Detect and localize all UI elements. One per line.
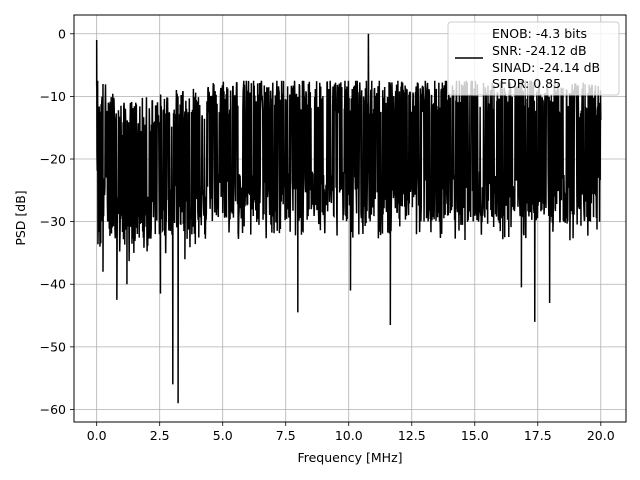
y-tick-label: −10 xyxy=(40,89,66,104)
axis-ticks: 0.0 2.5 5.0 7.5 10.0 12.5 15.0 17.5 20.0 0 −10 −20 −… xyxy=(40,26,615,443)
x-tick-label: 5.0 xyxy=(213,428,233,443)
legend: ENOB: -4.3 bits SNR: -24.12 dB SINAD: -2… xyxy=(447,21,620,96)
x-tick-label: 0.0 xyxy=(87,428,107,443)
x-tick-label: 15.0 xyxy=(461,428,489,443)
x-tick-label: 7.5 xyxy=(276,428,296,443)
x-axis-label: Frequency [MHz] xyxy=(297,450,402,465)
x-tick-label: 2.5 xyxy=(150,428,170,443)
y-tick-label: −60 xyxy=(40,402,66,417)
y-tick-label: −40 xyxy=(40,277,66,292)
x-tick-label: 10.0 xyxy=(335,428,363,443)
legend-box xyxy=(447,21,620,96)
x-tick-label: 12.5 xyxy=(398,428,426,443)
y-tick-label: −50 xyxy=(40,339,66,354)
y-tick-label: −30 xyxy=(40,214,66,229)
psd-series-line xyxy=(95,33,602,404)
y-tick-label: 0 xyxy=(58,26,66,41)
y-axis-label: PSD [dB] xyxy=(13,190,28,245)
legend-snr: SNR: -24.12 dB xyxy=(492,43,587,58)
plot-frame xyxy=(73,14,627,423)
legend-sinad: SINAD: -24.14 dB xyxy=(492,60,600,75)
x-tick-label: 20.0 xyxy=(587,428,615,443)
legend-sfdr: SFDR: 0.85 xyxy=(492,76,561,91)
plot-area xyxy=(95,33,602,404)
legend-enob: ENOB: -4.3 bits xyxy=(492,26,587,41)
x-tick-label: 17.5 xyxy=(524,428,552,443)
y-tick-label: −20 xyxy=(40,152,66,167)
